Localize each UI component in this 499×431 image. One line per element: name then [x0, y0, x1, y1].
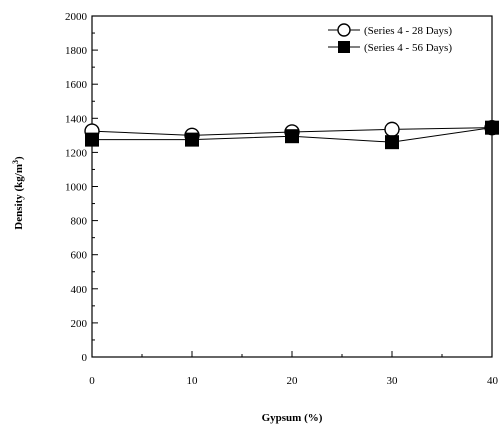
y-axis: 0 200 400 600 800 1000 1200 1400 1600 1800 2000 [65, 11, 493, 364]
x-tick-label: 20 [287, 375, 299, 387]
series-2-point [285, 129, 299, 144]
plot-frame [91, 15, 493, 358]
y-axis-label-superscript: 3 [11, 160, 20, 164]
y-tick-label: 1200 [65, 147, 88, 159]
y-tick-label: 400 [71, 284, 88, 296]
y-tick-label: 800 [71, 216, 88, 228]
y-tick-label: 0 [82, 352, 88, 364]
series-2-point [485, 120, 499, 135]
legend-marker [338, 41, 350, 53]
y-tick-label: 600 [71, 250, 88, 262]
y-tick-label: 1800 [65, 45, 88, 57]
data-series [84, 119, 499, 150]
series-2-point [85, 132, 99, 147]
series-2-point [385, 135, 399, 150]
y-tick-label: 1600 [65, 79, 88, 91]
y-tick-label: 2000 [65, 11, 88, 23]
x-axis: 0 10 20 30 40 [89, 351, 499, 387]
legend: (Series 4 - 28 Days) (Series 4 - 56 Days) [328, 23, 452, 54]
x-tick-label: 10 [187, 375, 199, 387]
x-tick-label: 30 [387, 375, 399, 387]
series-1-point [384, 121, 400, 138]
y-axis-label-text: Density (kg/m [13, 164, 25, 230]
x-axis-label: Gypsum (%) [262, 412, 323, 424]
legend-label: (Series 4 - 56 Days) [364, 42, 452, 54]
y-tick-label: 1000 [65, 182, 88, 194]
legend-marker [337, 23, 351, 37]
y-axis-label: Density (kg/m3) [11, 156, 25, 230]
x-tick-label: 40 [487, 375, 499, 387]
y-tick-label: 200 [71, 318, 88, 330]
legend-label: (Series 4 - 28 Days) [364, 25, 452, 37]
x-tick-label: 0 [89, 375, 95, 387]
series-2-point [185, 132, 199, 147]
y-axis-label-close: ) [13, 156, 25, 160]
y-tick-label: 1400 [65, 113, 88, 125]
